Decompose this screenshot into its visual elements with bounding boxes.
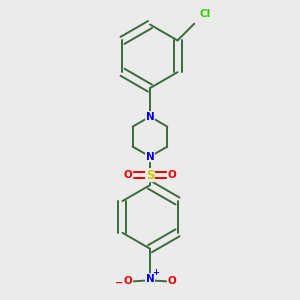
Text: O: O: [124, 277, 133, 286]
Text: N: N: [146, 152, 154, 162]
Text: Cl: Cl: [199, 9, 211, 19]
Text: O: O: [167, 277, 176, 286]
Text: O: O: [124, 170, 133, 180]
Text: +: +: [152, 268, 160, 277]
Text: N: N: [146, 112, 154, 122]
Text: O: O: [167, 170, 176, 180]
Text: S: S: [146, 169, 154, 182]
Text: N: N: [146, 274, 154, 284]
Text: −: −: [115, 278, 123, 288]
